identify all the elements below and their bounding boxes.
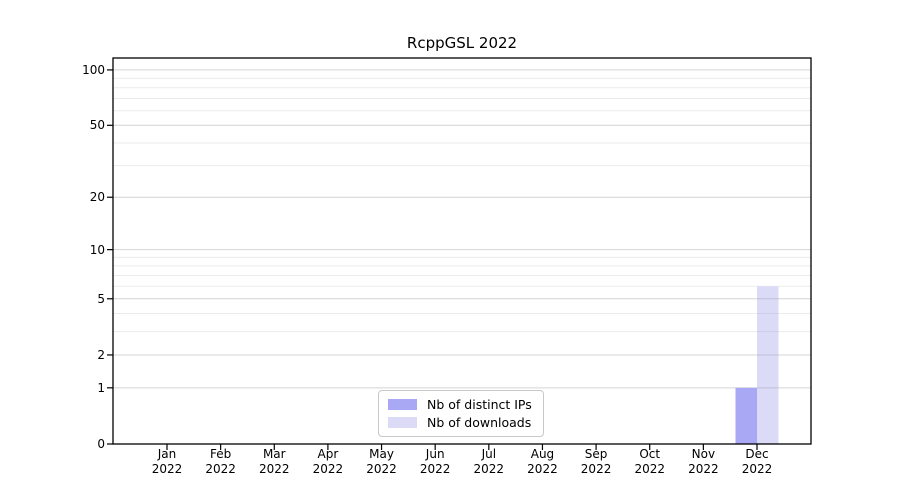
x-axis-tick-label: Jun 2022 bbox=[402, 447, 468, 477]
bar-distinct-ips bbox=[735, 387, 757, 444]
y-axis-tick-label: 0 bbox=[97, 437, 105, 451]
x-tick-year: 2022 bbox=[741, 462, 773, 476]
x-tick-year: 2022 bbox=[419, 462, 451, 476]
x-tick-year: 2022 bbox=[473, 462, 505, 476]
x-tick-month: Dec bbox=[745, 447, 769, 461]
x-tick-month: Mar bbox=[262, 447, 286, 461]
x-tick-year: 2022 bbox=[151, 462, 183, 476]
y-axis-tick-label: 10 bbox=[89, 242, 105, 257]
x-tick-year: 2022 bbox=[688, 462, 719, 476]
x-tick-month: Jul bbox=[481, 447, 497, 461]
x-tick-month: Apr bbox=[317, 447, 339, 461]
legend: Nb of distinct IPs Nb of downloads bbox=[378, 390, 544, 437]
legend-label-downloads: Nb of downloads bbox=[427, 415, 532, 430]
y-axis-tick-label: 100 bbox=[82, 62, 105, 77]
x-tick-year: 2022 bbox=[580, 462, 612, 476]
x-tick-year: 2022 bbox=[258, 462, 290, 476]
x-tick-month: Jan bbox=[157, 447, 177, 461]
x-axis-tick-label: Apr 2022 bbox=[295, 447, 361, 477]
x-tick-month: Jun bbox=[425, 447, 445, 461]
x-tick-month: Aug bbox=[530, 447, 555, 461]
legend-swatch-distinct-ips bbox=[388, 399, 417, 410]
x-axis-tick-label: May 2022 bbox=[349, 447, 415, 477]
bar-downloads bbox=[757, 286, 779, 444]
x-tick-year: 2022 bbox=[312, 462, 344, 476]
x-tick-year: 2022 bbox=[366, 462, 397, 476]
y-axis-tick-label: 1 bbox=[97, 380, 105, 395]
x-tick-month: Sep bbox=[584, 447, 608, 461]
x-axis-tick-label: Sep 2022 bbox=[563, 447, 629, 477]
legend-label-distinct-ips: Nb of distinct IPs bbox=[427, 397, 532, 412]
chart-title: RcppGSL 2022 bbox=[406, 34, 518, 52]
x-axis-tick-label: Mar 2022 bbox=[241, 447, 307, 477]
x-tick-year: 2022 bbox=[527, 462, 558, 476]
x-axis-tick-label: Feb 2022 bbox=[188, 447, 254, 477]
legend-item-distinct-ips: Nb of distinct IPs bbox=[388, 397, 543, 412]
x-axis-tick-label: Dec 2022 bbox=[724, 447, 790, 477]
x-axis-tick-label: Nov 2022 bbox=[670, 447, 736, 477]
legend-item-downloads: Nb of downloads bbox=[388, 415, 543, 430]
x-axis-tick-label: Jul 2022 bbox=[456, 447, 522, 477]
y-axis-tick-label: 20 bbox=[89, 190, 105, 205]
y-axis-tick-label: 50 bbox=[89, 118, 105, 133]
x-axis-tick-label: Jan 2022 bbox=[134, 447, 200, 477]
y-axis-tick-label: 2 bbox=[97, 347, 105, 362]
y-axis-tick-label: 5 bbox=[97, 291, 105, 306]
legend-swatch-downloads bbox=[388, 417, 417, 428]
x-tick-month: May bbox=[369, 447, 394, 461]
x-tick-month: Nov bbox=[691, 447, 716, 461]
x-axis-tick-label: Oct 2022 bbox=[617, 447, 683, 477]
x-tick-month: Oct bbox=[639, 447, 661, 461]
x-tick-year: 2022 bbox=[205, 462, 236, 476]
x-tick-year: 2022 bbox=[634, 462, 665, 476]
x-tick-month: Feb bbox=[210, 447, 232, 461]
x-axis-tick-label: Aug 2022 bbox=[509, 447, 575, 477]
